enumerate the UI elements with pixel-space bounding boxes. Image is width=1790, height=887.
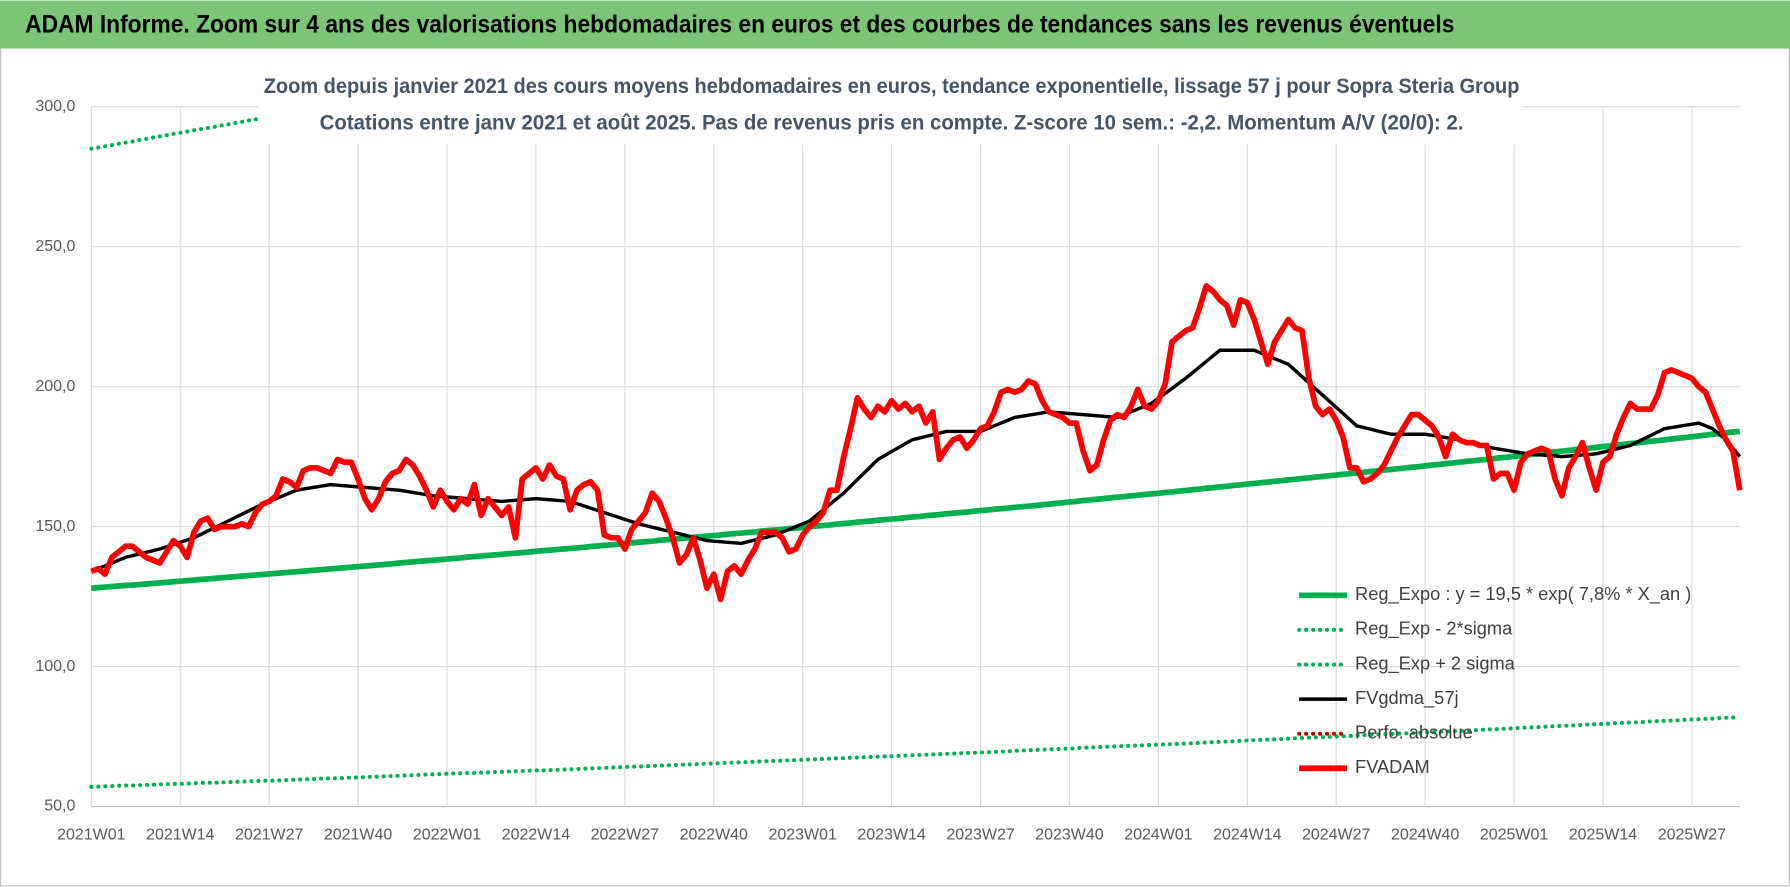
x-tick-label: 2023W40: [1035, 826, 1103, 843]
header-bar: [0, 0, 1790, 49]
subtitle: Cotations entre janv 2021 et août 2025. …: [320, 110, 1464, 135]
grid: 50,0 100,0 150,0 200,0 250,0 300,0 2021W01 2021…: [35, 98, 1740, 843]
x-tick-label: 2023W27: [946, 826, 1014, 843]
x-tick-label: 2025W14: [1569, 826, 1637, 843]
x-tick-label: 2022W01: [413, 826, 481, 843]
y-tick-label: 300,0: [35, 98, 75, 115]
x-tick-label: 2023W14: [857, 826, 925, 843]
y-tick-label: 200,0: [35, 378, 75, 395]
x-tick-label: 2021W40: [324, 826, 392, 843]
x-tick-label: 2024W40: [1391, 826, 1459, 843]
x-tick-label: 2025W01: [1480, 826, 1548, 843]
subtitle-box: [257, 69, 1523, 145]
series-line: [90, 283, 1743, 603]
legend-label: Reg_Expo : y = 19,5 * exp( 7,8% * X_an ): [1355, 583, 1691, 605]
x-tick-label: 2022W27: [591, 826, 659, 843]
x-tick-label: 2022W40: [680, 826, 748, 843]
x-tick-label: 2024W27: [1302, 826, 1370, 843]
legend-label: Perfo. absolue: [1355, 722, 1473, 743]
y-tick-label: 50,0: [44, 798, 75, 815]
y-tick-label: 100,0: [35, 658, 75, 675]
x-tick-label: 2021W01: [57, 826, 125, 843]
x-tick-label: 2025W27: [1658, 826, 1726, 843]
x-tick-label: 2021W14: [146, 826, 214, 843]
chart-title: ADAM Informe. Zoom sur 4 ans des valoris…: [25, 10, 1454, 38]
legend: Reg_Expo : y = 19,5 * exp( 7,8% * X_an )…: [1297, 583, 1691, 777]
legend-label: Reg_Exp + 2 sigma: [1355, 652, 1516, 674]
x-tick-label: 2021W27: [235, 826, 303, 843]
legend-label: FVADAM: [1355, 756, 1430, 777]
legend-label: Reg_Exp - 2*sigma: [1355, 618, 1513, 640]
y-tick-label: 150,0: [35, 518, 75, 535]
series-line: [91, 428, 1741, 592]
x-tick-label: 2022W14: [502, 826, 570, 843]
x-tick-label: 2023W01: [769, 826, 837, 843]
subtitle: Zoom depuis janvier 2021 des cours moyen…: [264, 73, 1520, 98]
legend-label: FVgdma_57j: [1355, 687, 1458, 709]
series-layer: [89, 106, 1743, 789]
x-tick-label: 2024W14: [1213, 826, 1281, 843]
x-tick-label: 2024W01: [1124, 826, 1192, 843]
y-tick-label: 250,0: [35, 238, 75, 255]
